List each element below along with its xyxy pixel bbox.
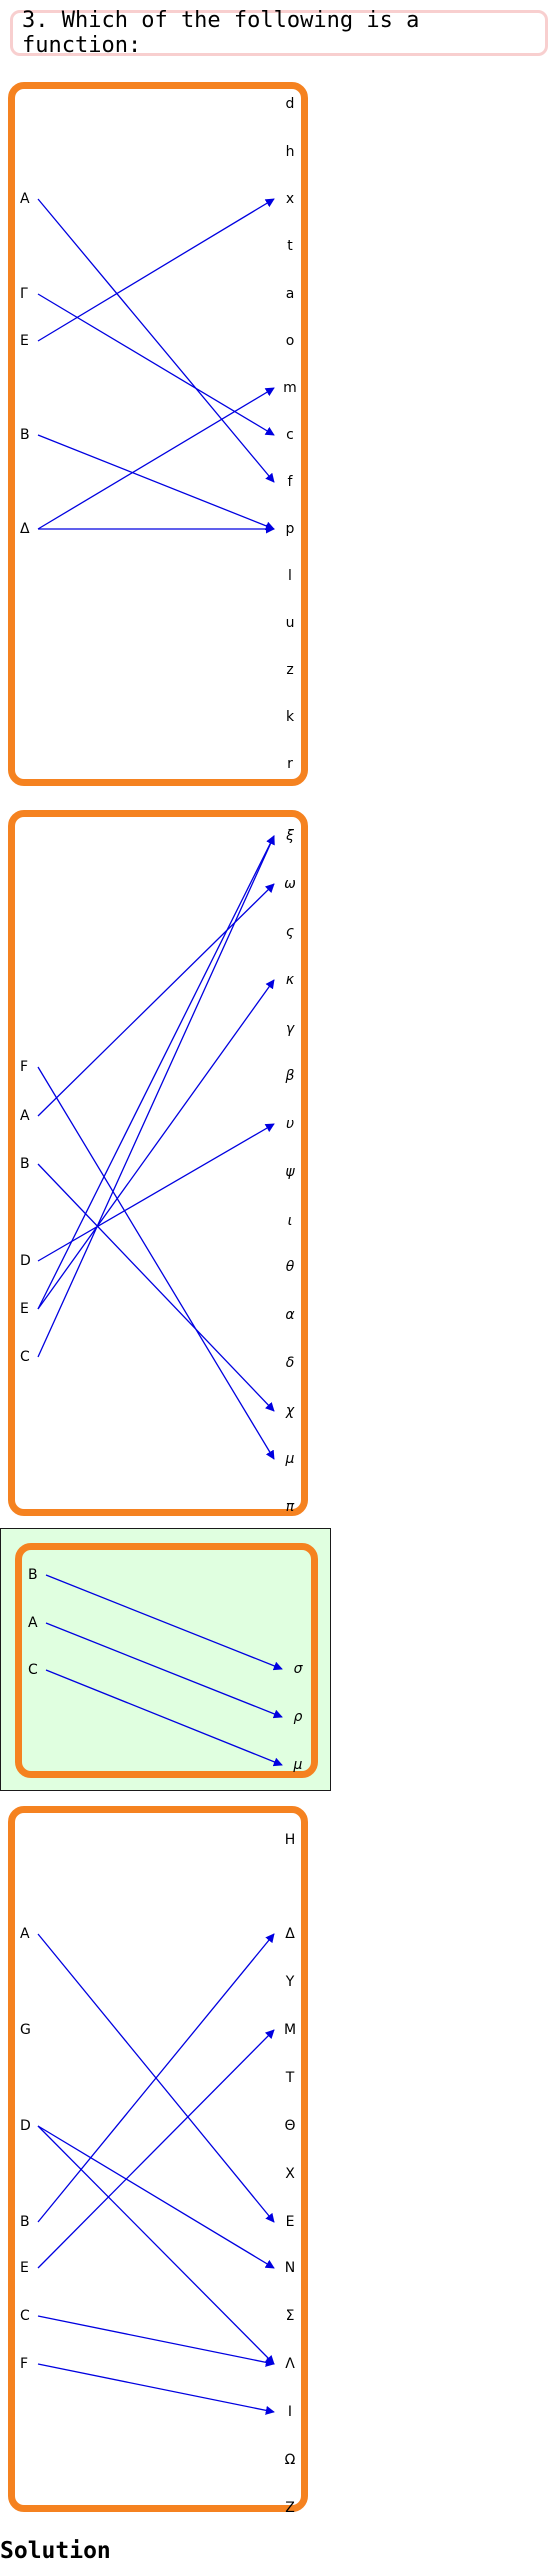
domain-label: A — [28, 1615, 38, 1631]
solution-heading: Solution — [0, 2538, 111, 2564]
codomain-label: r — [287, 756, 293, 772]
codomain-label: a — [285, 286, 295, 302]
domain-label: B — [20, 2214, 30, 2230]
domain-label: B — [28, 1567, 38, 1583]
mapping-arrow — [37, 835, 275, 1358]
question-text: 3. Which of the following is a function: — [22, 8, 420, 58]
codomain-label: π — [285, 1499, 295, 1515]
mapping-arrow — [37, 198, 275, 342]
codomain-label: α — [285, 1307, 295, 1323]
codomain-label: T — [285, 2070, 295, 2086]
mapping-arrow — [37, 835, 275, 1310]
codomain-label: χ — [285, 1403, 295, 1419]
codomain-label: t — [287, 238, 293, 254]
codomain-label: h — [285, 144, 295, 160]
domain-label: C — [20, 1349, 30, 1365]
mapping-arrow — [37, 1123, 275, 1262]
domain-label: Γ — [20, 286, 28, 302]
codomain-label: N — [284, 2260, 296, 2276]
codomain-label: m — [283, 380, 297, 396]
codomain-label: k — [285, 709, 295, 725]
domain-label: A — [20, 1926, 30, 1942]
codomain-label: Λ — [285, 2356, 295, 2372]
codomain-label: Δ — [285, 1926, 295, 1942]
codomain-label: μ — [293, 1757, 303, 1773]
codomain-label: z — [286, 662, 294, 678]
domain-label: A — [20, 1108, 30, 1124]
domain-label: A — [20, 191, 30, 207]
codomain-label: c — [286, 427, 294, 443]
domain-label: Δ — [20, 521, 30, 537]
domain-label: C — [28, 1662, 38, 1678]
codomain-label: d — [285, 96, 295, 112]
domain-label: D — [20, 2118, 31, 2134]
mapping-arrow — [37, 1933, 275, 2223]
codomain-label: κ — [285, 972, 295, 988]
domain-label: E — [20, 2260, 29, 2276]
codomain-label: ρ — [293, 1709, 303, 1725]
mapping-arrow — [37, 2125, 275, 2269]
codomain-label: f — [287, 474, 293, 490]
codomain-label: ξ — [286, 828, 294, 844]
codomain-label: σ — [293, 1661, 303, 1677]
codomain-label: x — [285, 191, 295, 207]
mapping-arrow — [37, 387, 275, 530]
codomain-label: β — [285, 1068, 295, 1084]
diagram-frame-1 — [8, 82, 308, 786]
codomain-label: H — [284, 1832, 296, 1848]
mapping-arrow — [37, 2029, 275, 2269]
codomain-label: Ω — [284, 2452, 296, 2468]
mapping-arrow — [37, 2125, 275, 2365]
domain-label: E — [20, 1301, 29, 1317]
mapping-arrow — [37, 2315, 275, 2367]
domain-label: B — [20, 1156, 30, 1172]
domain-label: B — [20, 427, 30, 443]
domain-label: G — [20, 2022, 31, 2038]
codomain-label: Z — [285, 2500, 295, 2516]
codomain-label: M — [283, 2022, 297, 2038]
domain-label: D — [20, 1253, 31, 1269]
mapping-arrow — [37, 198, 275, 483]
mapping-arrow — [45, 1622, 283, 1719]
codomain-label: ι — [287, 1213, 293, 1229]
codomain-label: μ — [285, 1451, 295, 1467]
mapping-arrow — [45, 1574, 283, 1671]
domain-label: F — [20, 1059, 29, 1075]
codomain-label: γ — [285, 1021, 295, 1037]
mapping-arrow — [37, 1163, 275, 1412]
mapping-arrow — [37, 434, 275, 531]
codomain-label: δ — [285, 1355, 295, 1371]
diagram-frame-2 — [8, 810, 308, 1516]
domain-label: F — [20, 2356, 29, 2372]
codomain-label: o — [285, 333, 295, 349]
mapping-arrow — [45, 1669, 283, 1767]
mapping-arrow — [37, 1066, 275, 1460]
question-box: 3. Which of the following is a function: — [10, 8, 548, 58]
codomain-label: X — [285, 2166, 295, 2182]
codomain-label: υ — [285, 1116, 295, 1132]
codomain-label: Θ — [284, 2118, 296, 2134]
answer-highlight-panel — [0, 1528, 331, 1791]
codomain-label: ψ — [285, 1164, 295, 1180]
codomain-label: Σ — [285, 2308, 295, 2324]
domain-label: C — [20, 2308, 30, 2324]
codomain-label: ς — [285, 924, 295, 940]
codomain-label: E — [285, 2214, 295, 2230]
codomain-label: Y — [285, 1974, 295, 1990]
domain-label: E — [20, 333, 29, 349]
codomain-label: ω — [284, 876, 296, 892]
codomain-label: l — [288, 568, 292, 584]
diagram-frame-4 — [8, 1806, 308, 2512]
codomain-label: θ — [285, 1259, 295, 1275]
codomain-label: p — [285, 521, 295, 537]
mapping-arrow — [37, 2363, 275, 2415]
codomain-label: u — [285, 615, 295, 631]
codomain-label: I — [287, 2404, 293, 2420]
mapping-arrow — [37, 979, 275, 1310]
